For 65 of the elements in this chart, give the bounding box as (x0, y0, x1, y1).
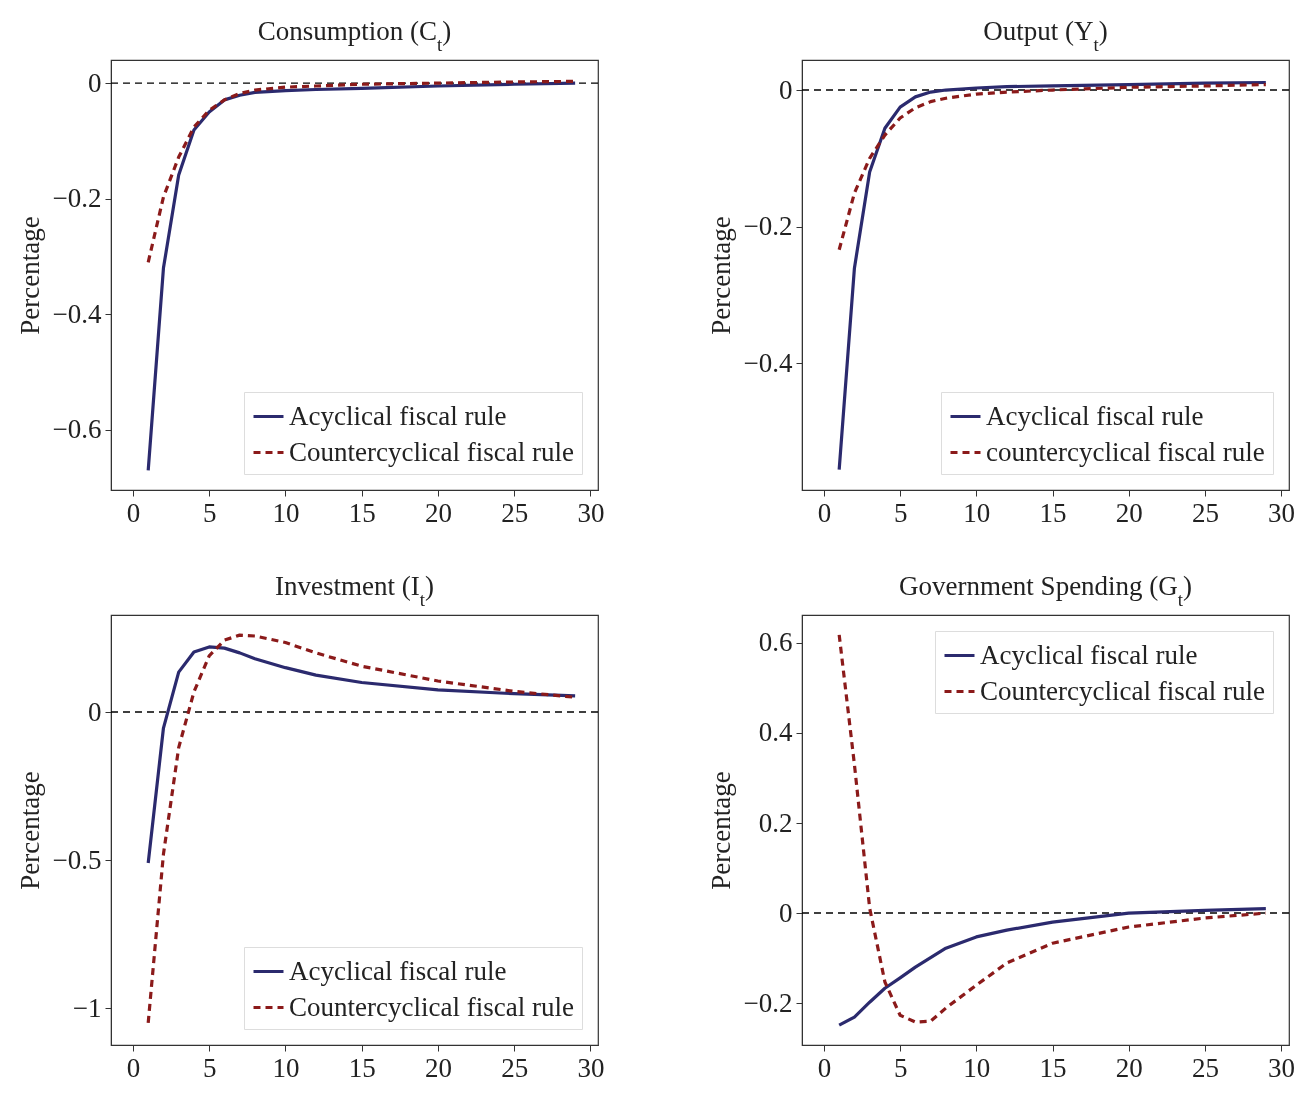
x-tick-label: 15 (1039, 497, 1067, 528)
x-tick-label: 0 (817, 497, 832, 528)
x-tick-label: 0 (126, 1052, 141, 1083)
x-tick-label: 10 (963, 1052, 991, 1083)
x-tick-label: 5 (202, 1052, 217, 1083)
y-tick-label: 0 (88, 696, 102, 727)
y-tick-label: 0.2 (758, 807, 793, 838)
y-tick-label: −0.2 (743, 987, 793, 1018)
y-tick-label: −0.6 (52, 414, 102, 445)
x-tick-label: 20 (1115, 497, 1143, 528)
x-tick-label: 30 (1268, 1052, 1296, 1083)
x-tick-label: 5 (893, 497, 908, 528)
y-tick-label: −0.5 (52, 844, 102, 875)
x-tick-label: 25 (1191, 1052, 1219, 1083)
y-tick-label: −0.4 (743, 347, 793, 378)
legend-label: countercyclical fiscal rule (986, 436, 1265, 467)
x-tick-label: 5 (202, 497, 217, 528)
line-series (837, 80, 1268, 472)
x-tick-label: 30 (577, 497, 605, 528)
y-tick-label: −0.2 (743, 211, 793, 242)
y-tick-label: −0.4 (52, 298, 102, 329)
chart-title: Investment (I$_{t}$) (275, 571, 434, 610)
x-tick-label: 5 (893, 1052, 908, 1083)
line-series (837, 82, 1268, 252)
y-tick-label: 0.6 (758, 627, 793, 658)
x-tick-label: 30 (577, 1052, 605, 1083)
x-tick-label: 20 (424, 497, 452, 528)
legend-label: Acyclical fiscal rule (289, 400, 507, 431)
x-tick-label: 25 (501, 497, 529, 528)
x-tick-label: 10 (963, 497, 991, 528)
legend-label: Acyclical fiscal rule (986, 400, 1204, 431)
y-tick-label: 0 (779, 74, 793, 105)
legend-label: Countercyclical fiscal rule (289, 991, 574, 1022)
y-axis-title: Percentage (705, 216, 736, 335)
legend-label: Countercyclical fiscal rule (289, 436, 574, 467)
chart-title: Output (Y$_{t}$) (983, 16, 1108, 55)
line-series (837, 906, 1268, 1027)
x-tick-label: 15 (348, 1052, 376, 1083)
x-tick-label: 10 (272, 1052, 300, 1083)
legend-label: Acyclical fiscal rule (289, 955, 507, 986)
y-tick-label: −1 (72, 992, 102, 1023)
x-tick-label: 10 (272, 497, 300, 528)
y-axis-title: Percentage (14, 216, 45, 335)
legend-label: Countercyclical fiscal rule (980, 675, 1265, 706)
x-tick-label: 0 (126, 497, 141, 528)
x-tick-label: 15 (348, 497, 376, 528)
x-tick-label: 20 (424, 1052, 452, 1083)
x-tick-label: 20 (1115, 1052, 1143, 1083)
x-tick-label: 15 (1039, 1052, 1067, 1083)
chart-title: Consumption (C$_{t}$) (257, 16, 452, 55)
x-tick-label: 0 (817, 1052, 832, 1083)
line-series (146, 645, 577, 865)
y-axis-title: Percentage (14, 771, 45, 890)
y-axis-title: Percentage (705, 771, 736, 890)
legend-label: Acyclical fiscal rule (980, 639, 1198, 670)
line-series (837, 633, 1268, 1024)
y-tick-label: −0.2 (52, 183, 102, 214)
x-tick-label: 30 (1268, 497, 1296, 528)
chart-title: Government Spending (G$_{t}$) (898, 571, 1193, 610)
y-tick-label: 0 (88, 67, 102, 98)
x-tick-label: 25 (501, 1052, 529, 1083)
x-tick-label: 25 (1191, 497, 1219, 528)
line-series (146, 81, 577, 472)
y-tick-label: 0.4 (758, 717, 793, 748)
y-tick-label: 0 (779, 897, 793, 928)
